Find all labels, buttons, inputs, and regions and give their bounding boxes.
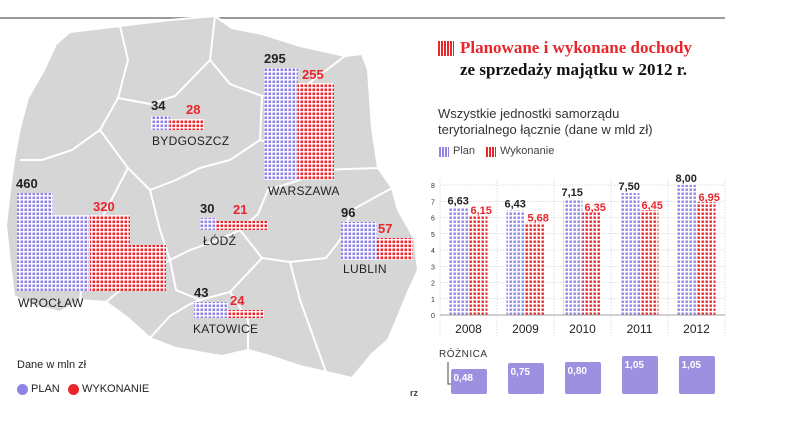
wykonanie-value-label: 6,45 bbox=[642, 200, 663, 212]
wroclaw-plan-value: 460 bbox=[16, 176, 38, 191]
y-tick-label: 0 bbox=[431, 313, 435, 320]
lodz-wykonanie-value: 21 bbox=[233, 202, 248, 217]
y-tick-label: 3 bbox=[431, 264, 435, 271]
y-tick-label: 8 bbox=[431, 183, 435, 190]
lublin-plan-value: 96 bbox=[341, 205, 356, 220]
difference-value: 0,80 bbox=[567, 365, 587, 377]
katowice-label: KATOWICE bbox=[193, 322, 259, 336]
warszawa-plan-value: 295 bbox=[264, 51, 286, 66]
x-tick-label: 2011 bbox=[627, 322, 653, 336]
plan-bar bbox=[449, 207, 469, 315]
x-tick-label: 2010 bbox=[569, 322, 596, 336]
y-tick-label: 1 bbox=[431, 297, 435, 304]
plan-bar bbox=[506, 210, 526, 315]
wykonanie-bar bbox=[582, 211, 602, 315]
x-tick-label: 2009 bbox=[512, 322, 539, 336]
chart-subtitle: Wszystkie jednostki samorządu terytorial… bbox=[438, 106, 653, 137]
legend-plan-label: PLAN bbox=[31, 383, 60, 395]
wykonanie-bar bbox=[525, 222, 545, 315]
lublin-plan-bar bbox=[341, 222, 377, 260]
lodz-label: ŁÓDŹ bbox=[203, 234, 237, 248]
bydgoszcz-wyk-bar bbox=[170, 119, 204, 130]
wroclaw-plan-part2 bbox=[53, 215, 89, 291]
lublin-wykonanie-value: 57 bbox=[378, 221, 393, 236]
city-bars bbox=[17, 68, 413, 318]
plan-bar bbox=[620, 193, 640, 315]
warszawa-plan-bar bbox=[264, 68, 298, 180]
wroclaw-wyk-part2 bbox=[130, 245, 166, 291]
y-tick-label: 6 bbox=[431, 216, 435, 223]
legend-plan-dot bbox=[17, 384, 28, 395]
wykonanie-value-label: 6,95 bbox=[699, 192, 720, 204]
lodz-plan-value: 30 bbox=[200, 201, 215, 216]
plan-bar bbox=[677, 185, 697, 315]
difference-value: 1,05 bbox=[681, 360, 701, 371]
wykonanie-bar bbox=[639, 210, 659, 315]
katowice-plan-bar bbox=[194, 302, 228, 318]
wykonanie-value-label: 5,68 bbox=[528, 213, 549, 225]
wykonanie-bar bbox=[696, 202, 716, 315]
bydgoszcz-plan-bar bbox=[151, 116, 170, 130]
poland-map bbox=[4, 14, 420, 380]
difference-label: RÓŻNICA bbox=[439, 349, 488, 360]
wykonanie-value-label: 6,35 bbox=[585, 202, 606, 214]
difference-value: 0,48 bbox=[453, 373, 473, 385]
difference-value: 1,05 bbox=[624, 360, 644, 371]
lodz-plan-bar bbox=[200, 218, 216, 230]
y-tick-label: 4 bbox=[431, 248, 435, 255]
bydgoszcz-plan-value: 34 bbox=[151, 98, 166, 113]
plan-value-label: 6,63 bbox=[448, 195, 469, 207]
lublin-wyk-bar bbox=[377, 238, 413, 260]
chart-legend-plan: Plan bbox=[453, 145, 476, 157]
wykonanie-bar bbox=[468, 215, 488, 315]
title-pattern-icon bbox=[438, 41, 454, 56]
plan-bar bbox=[563, 198, 583, 315]
y-tick-label: 7 bbox=[431, 199, 435, 206]
difference-value: 0,75 bbox=[510, 366, 530, 378]
katowice-plan-value: 43 bbox=[194, 285, 209, 300]
wroclaw-label: WROCŁAW bbox=[18, 296, 84, 310]
wroclaw-wykonanie-value: 320 bbox=[93, 199, 115, 214]
wykonanie-value-label: 6,15 bbox=[471, 205, 492, 217]
publisher-logo: rz bbox=[410, 388, 419, 398]
plan-value-label: 7,50 bbox=[619, 181, 640, 193]
difference-box: 0,80 bbox=[564, 361, 601, 394]
chart-title-line1: Planowane i wykonane dochody bbox=[460, 38, 692, 57]
map-unit-label: Dane w mln zł bbox=[17, 359, 87, 371]
plan-value-label: 7,15 bbox=[562, 187, 583, 199]
katowice-wykonanie-value: 24 bbox=[230, 293, 245, 308]
warszawa-wyk-bar bbox=[298, 83, 334, 180]
bydgoszcz-label: BYDGOSZCZ bbox=[152, 134, 230, 148]
chart-legend-plan-swatch bbox=[439, 147, 449, 157]
plan-value-label: 6,43 bbox=[505, 199, 526, 211]
difference-box: 1,05 bbox=[621, 356, 658, 394]
x-tick-label: 2008 bbox=[455, 322, 482, 336]
chart-title-line2: ze sprzedaży majątku w 2012 r. bbox=[460, 60, 687, 79]
katowice-wyk-bar bbox=[228, 310, 264, 318]
difference-box: 1,05 bbox=[678, 356, 715, 394]
chart-legend-wykonanie-swatch bbox=[486, 147, 496, 157]
lodz-wyk-bar bbox=[216, 221, 268, 230]
bydgoszcz-wykonanie-value: 28 bbox=[186, 102, 201, 117]
chart-legend-wykonanie: Wykonanie bbox=[500, 145, 555, 157]
legend-wykonanie-dot bbox=[68, 384, 79, 395]
wroclaw-plan-part1 bbox=[17, 193, 53, 291]
lublin-label: LUBLIN bbox=[343, 262, 387, 276]
top-rule bbox=[0, 17, 725, 19]
x-tick-label: 2012 bbox=[683, 322, 710, 336]
difference-box: 0,48 bbox=[450, 369, 487, 394]
warszawa-label: WARSZAWA bbox=[268, 184, 340, 198]
wroclaw-wyk-part1 bbox=[90, 215, 130, 291]
warszawa-wykonanie-value: 255 bbox=[302, 67, 324, 82]
y-tick-label: 2 bbox=[431, 281, 435, 288]
difference-box: 0,75 bbox=[507, 362, 544, 394]
bar-chart: 0 1 2 3 4 5 6 7 8 6,636,15 2008 6,435,68 2009 7,156,3… bbox=[431, 173, 726, 337]
plan-value-label: 8,00 bbox=[676, 173, 697, 185]
legend-wykonanie-label: WYKONANIE bbox=[82, 383, 150, 395]
y-tick-label: 5 bbox=[431, 232, 435, 239]
